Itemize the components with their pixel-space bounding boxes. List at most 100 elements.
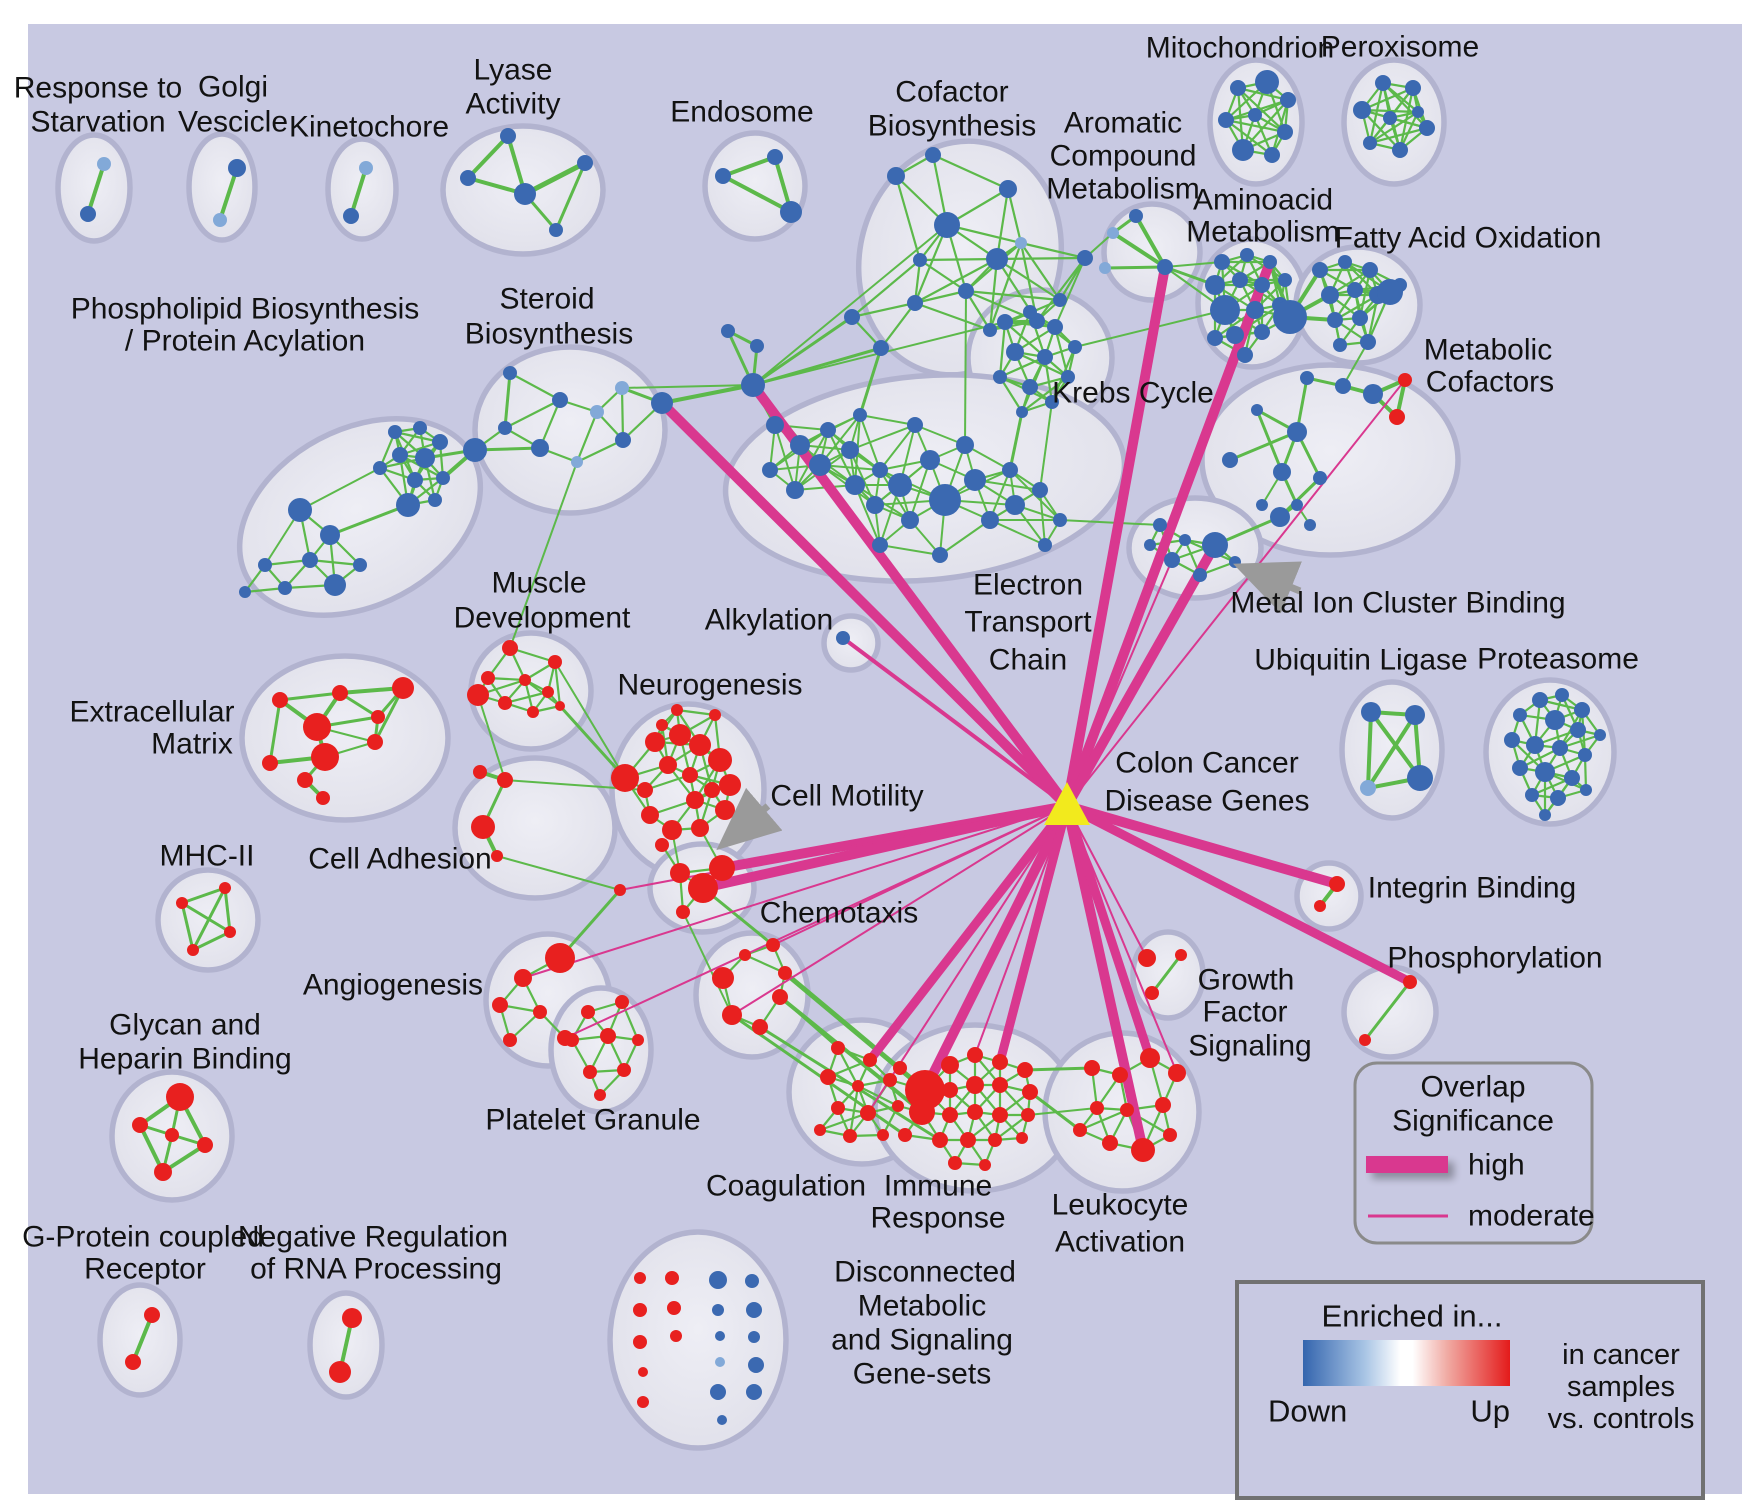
cell-motility-node [655,838,669,852]
glycan-heparin-binding-node [132,1117,148,1133]
fatty-acid-oxidation-node [1321,286,1339,304]
phospholipid-biosynthesis-node [353,558,367,572]
cofactor-biosynthesis-node [844,309,860,325]
steroid-biosynthesis-node [552,392,568,408]
phospholipid-biosynthesis-node [415,448,435,468]
fatty-acid-oxidation-node [1352,310,1368,326]
cofactor-biosynthesis-node [913,253,927,267]
cofactor-biosynthesis-node [1077,250,1093,266]
enrichment-side-text: in cancer [1562,1339,1680,1371]
association-edge [554,162,587,231]
association-edge [1104,265,1166,270]
neurogenesis-node [637,782,653,798]
extracellular-matrix-node [371,710,385,724]
integrin-binding-label: Integrin Binding [1368,872,1576,905]
proteasome-node [1532,692,1548,708]
fatty-acid-oxidation-label: Fatty Acid Oxidation [1335,222,1602,255]
coagulation-node [831,1101,845,1115]
metal-ion-annotation-label: Metal Ion Cluster Binding [1230,587,1565,620]
neurogenesis-node [656,719,668,731]
krebs-cycle-node [993,370,1007,384]
colon-cancer-disease-genes-node [1044,782,1090,825]
association-edge [1059,257,1086,301]
golgi-vescicle-label: Vescicle [178,106,288,139]
aminoacid-metabolism-node [1246,301,1264,319]
muscle-development-node [555,701,565,711]
neurogenesis-node [645,732,665,752]
enrichment-legend-title: Enriched in... [1322,1299,1503,1334]
mitochondrion-node [1230,80,1246,96]
association-edge [504,690,549,705]
association-edge [819,1111,869,1132]
metal-ion-cluster-binding-node [1153,518,1167,532]
disconnected-gene-sets-node [715,1357,725,1367]
aminoacid-metabolism-node [1210,295,1240,325]
immune-response-node [905,1070,945,1110]
immune-response-node [1016,1132,1028,1144]
endosome-node [767,149,783,165]
association-edge [1229,430,1298,462]
association-edge [988,242,1023,331]
association-edge [1039,401,1053,491]
muscle-development-node [527,706,539,718]
proteasome-node [1555,688,1569,702]
chemotaxis-node [752,1019,768,1035]
proteasome-node [1574,702,1590,718]
golgi-vescicle-label: Golgi [198,71,268,104]
leukocyte-activation-node [1163,1128,1177,1142]
association-edge [778,995,924,1114]
extracellular-matrix-node [332,685,348,701]
immune-response-node [992,1077,1008,1093]
glycan-heparin-binding-node [154,1163,172,1181]
angiogenesis-node [545,943,575,973]
gene-set-nodes [80,70,1606,1425]
association-edge [1366,711,1373,789]
proteasome-node [1578,748,1592,762]
response-to-starvation-label: Response to [14,72,182,105]
association-edge [854,484,881,546]
leukocyte-activation-node [1112,1067,1128,1083]
electron-transport-chain-node [762,462,778,478]
disconnected-gene-sets-node [748,1331,760,1343]
association-edge [1164,261,1223,268]
association-edge [576,439,624,463]
neurogenesis-node [709,709,721,721]
overlap-edge-high [1062,260,1275,808]
overlap-edge-high [701,801,1069,893]
association-edge [722,174,792,214]
association-edge [1008,411,1024,471]
coagulation-node [852,1080,864,1092]
disconnected-gene-sets-node [633,1303,647,1317]
phospholipid-biosynthesis-node [396,493,420,517]
electron-transport-chain-node [1002,462,1018,478]
association-edge [858,347,883,416]
cofactor-biosynthesis-label: Cofactor [895,76,1008,109]
extracellular-matrix-node [367,734,383,750]
extracellular-matrix-node [311,743,339,771]
electron-transport-chain-label: Chain [989,644,1067,677]
association-edge [558,704,627,780]
disconnected-gene-sets-node [712,1304,724,1316]
metabolic-cofactors-label: Metabolic [1424,334,1552,367]
association-edge [1020,242,1061,301]
metabolic-cofactors-node [1398,373,1412,387]
cofactor-biosynthesis-node [1015,237,1027,249]
coagulation-label: Coagulation [706,1170,866,1203]
steroid-biosynthesis-node [615,432,631,448]
steroid-biosynthesis-node [498,421,512,435]
association-edge [223,887,232,933]
electron-transport-chain-node [888,473,912,497]
metabolic-cofactors-label: Cofactors [1426,366,1554,399]
neurogenesis-node [715,800,735,820]
mhc-ii-node [219,882,231,894]
steroid-biosynthesis-node [463,438,487,462]
coagulation-node [877,1129,889,1141]
overlap-edge-high [1062,804,1148,1152]
neurogenesis-node [686,791,704,809]
association-edge [496,855,621,891]
neurogenesis-node [719,774,741,796]
negative-regulation-rna-processing-label: of RNA Processing [250,1253,502,1286]
lyase-activity-node [577,155,593,171]
overlap-edge-high [1062,804,1155,1060]
mitochondrion-node [1232,139,1254,161]
